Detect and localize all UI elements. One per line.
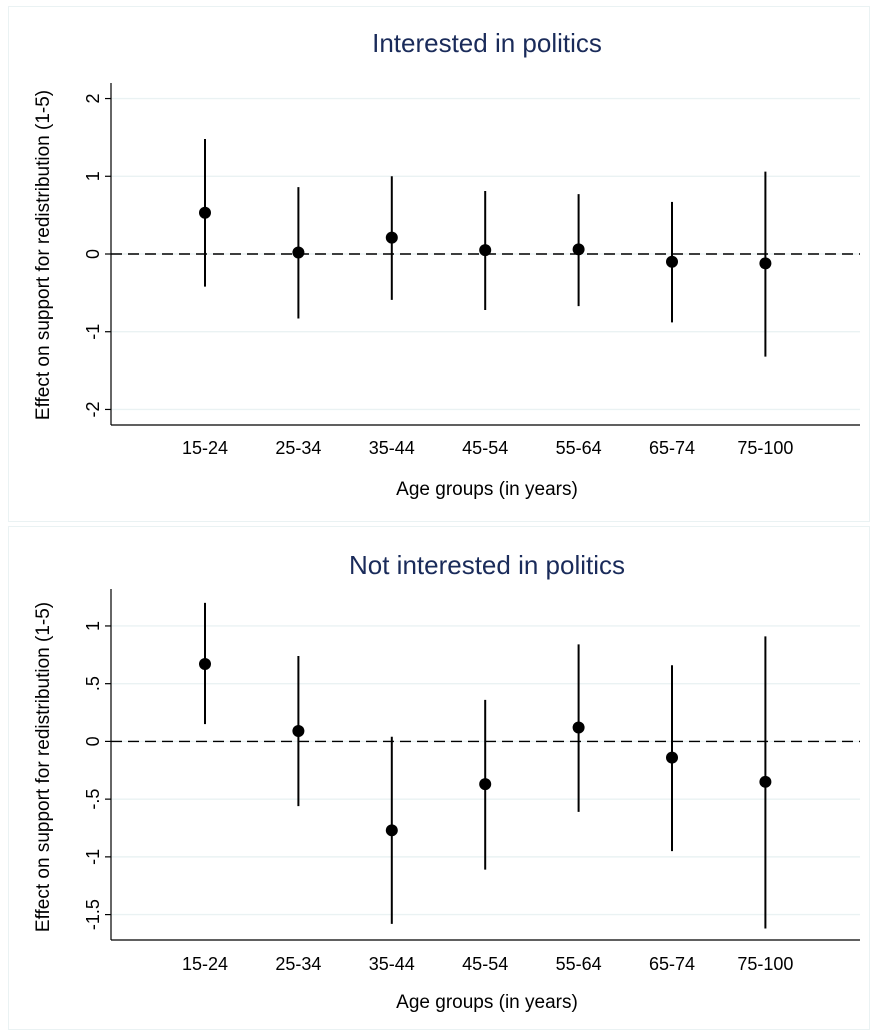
x-tick-label: 55-64 [556, 954, 602, 974]
x-tick-label: 25-34 [275, 954, 321, 974]
x-tick-label: 75-100 [737, 438, 793, 458]
x-tick-label: 45-54 [462, 438, 508, 458]
point-estimate [199, 206, 211, 219]
y-tick-label: -1 [83, 324, 103, 340]
point-estimate [479, 778, 492, 791]
y-tick-label: -.5 [83, 789, 103, 810]
y-tick-label: 1 [83, 171, 103, 181]
point-estimate [759, 775, 772, 788]
chart-text: Interested in politics Age groups (in ye… [33, 28, 602, 500]
axes: 2 1 0 -1 -2 15-24 25-34 35-44 45-54 55-64 65-74 75-… [83, 83, 860, 458]
chart-title: Not interested in politics [349, 550, 625, 580]
x-tick-label: 15-24 [182, 954, 228, 974]
y-tick-label: 2 [83, 94, 103, 104]
x-tick-label: 65-74 [649, 954, 695, 974]
point-estimate [666, 751, 678, 764]
x-tick-label: 25-34 [275, 438, 321, 458]
point-estimate [479, 244, 492, 257]
chart-interested-svg: 2 1 0 -1 -2 15-24 25-34 35-44 45-54 55-64 65-74 75-… [33, 28, 860, 500]
x-axis-title: Age groups (in years) [396, 992, 578, 1013]
y-tick-label: 0 [83, 249, 103, 259]
y-tick-label: 0 [83, 736, 103, 746]
point-estimate [385, 824, 398, 837]
y-tick-label: -1.5 [83, 899, 103, 930]
y-axis-title: Effect on support for redistribution (1-… [33, 90, 54, 420]
x-tick-label: 75-100 [737, 954, 793, 974]
x-tick-label: 55-64 [556, 438, 602, 458]
y-tick-label: -1 [83, 849, 103, 865]
chart-panel-not-interested: 1 .5 0 -.5 -1 -1.5 15-24 25-34 35-44 45-54 55-64 65… [8, 526, 870, 1030]
chart-panel-interested: 2 1 0 -1 -2 15-24 25-34 35-44 45-54 55-64 65-74 75-… [8, 6, 870, 522]
axes: 1 .5 0 -.5 -1 -1.5 15-24 25-34 35-44 45-54 55-64 65… [83, 589, 860, 974]
point-estimate [572, 721, 585, 734]
point-estimate [572, 243, 585, 256]
point-estimate [666, 255, 678, 268]
point-estimate [759, 257, 772, 270]
x-tick-label: 65-74 [649, 438, 695, 458]
y-tick-label: -2 [83, 401, 103, 417]
point-estimate [199, 658, 211, 671]
x-tick-label: 45-54 [462, 954, 508, 974]
chart-title: Interested in politics [372, 28, 602, 58]
x-tick-label: 35-44 [369, 438, 415, 458]
x-axis-title: Age groups (in years) [396, 479, 578, 500]
chart-not-interested-svg: 1 .5 0 -.5 -1 -1.5 15-24 25-34 35-44 45-54 55-64 65… [33, 550, 860, 1013]
chart-text: Not interested in politics Age groups (i… [33, 550, 625, 1013]
y-tick-label: .5 [83, 676, 103, 691]
point-estimate [292, 725, 305, 738]
data-marks [199, 138, 772, 357]
point-estimate [292, 246, 305, 259]
y-tick-label: 1 [83, 621, 103, 631]
y-axis-title: Effect on support for redistribution (1-… [33, 602, 54, 932]
x-tick-label: 15-24 [182, 438, 228, 458]
point-estimate [385, 231, 398, 244]
x-tick-label: 35-44 [369, 954, 415, 974]
data-marks [199, 602, 772, 929]
